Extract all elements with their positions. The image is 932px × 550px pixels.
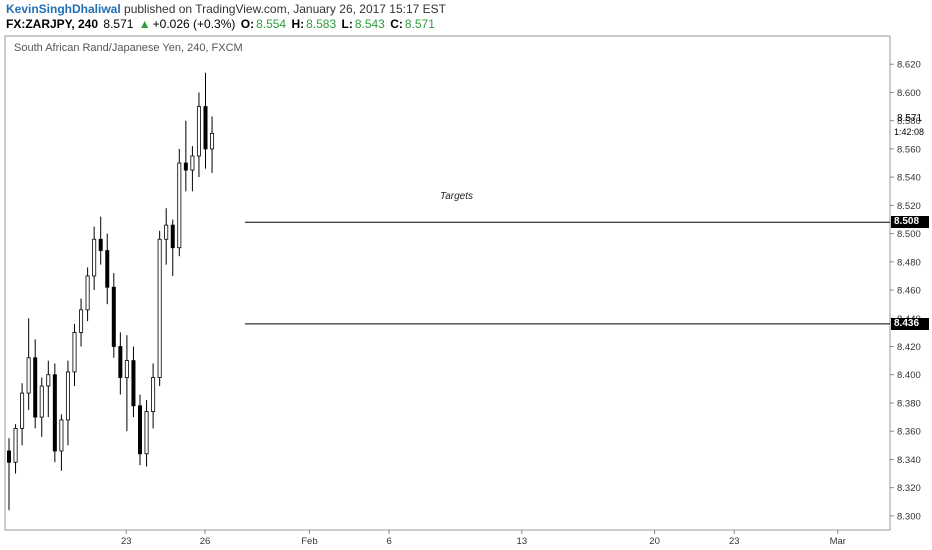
candle-body — [65, 371, 70, 421]
symbol-label: FX:ZARJPY, 240 — [6, 17, 99, 31]
y-tick-label: 8.540 — [897, 173, 921, 184]
y-tick-label: 8.400 — [897, 370, 921, 381]
high-label: H: — [291, 17, 305, 31]
change-value: +0.026 (+0.3%) — [152, 17, 236, 31]
y-tick-label: 8.380 — [897, 398, 921, 409]
candle-body — [39, 385, 44, 418]
targets-annotation: Targets — [440, 191, 473, 202]
candle-body — [92, 238, 97, 277]
y-tick-label: 8.580 — [897, 116, 921, 127]
candle-body — [98, 238, 103, 251]
candle-body — [196, 106, 201, 157]
candle-body — [59, 419, 64, 452]
high-value: 8.583 — [306, 17, 337, 31]
candle-body — [46, 374, 51, 387]
candle-body — [151, 377, 156, 412]
close-label: C: — [390, 17, 403, 31]
x-tick-label: 23 — [121, 536, 132, 547]
candle-body — [33, 357, 38, 418]
y-tick-label: 8.560 — [897, 144, 921, 155]
close-value: 8.571 — [404, 17, 435, 31]
y-tick-label: 8.340 — [897, 455, 921, 466]
x-tick-label: 13 — [517, 536, 528, 547]
ohlc-header: FX:ZARJPY, 240 8.571 ▲ +0.026 (+0.3%) O: 8… — [6, 16, 437, 32]
x-tick-label: Feb — [301, 536, 317, 547]
candle-body — [190, 155, 195, 171]
candle-body — [144, 411, 149, 455]
x-tick-label: 6 — [386, 536, 391, 547]
candle-body — [26, 357, 31, 394]
last-price-tag: 8.571 — [897, 113, 923, 124]
open-value: 8.554 — [256, 17, 287, 31]
low-label: L: — [341, 17, 353, 31]
y-tick-label: 8.420 — [897, 342, 921, 353]
candle-body — [164, 224, 169, 240]
candle-body — [52, 374, 57, 452]
y-tick-label: 8.460 — [897, 286, 921, 297]
last-price: 8.571 — [103, 17, 134, 31]
chart-title: South African Rand/Japanese Yen, 240, FX… — [14, 42, 243, 54]
open-label: O: — [240, 17, 255, 31]
y-tick-label: 8.480 — [897, 257, 921, 268]
publish-info: published on TradingView.com, January 26… — [120, 2, 447, 16]
y-tick-label: 8.320 — [897, 483, 921, 494]
candle-body — [131, 360, 136, 407]
y-tick-label: 8.620 — [897, 60, 921, 71]
plot-frame — [4, 35, 891, 531]
candle-body — [13, 427, 18, 463]
up-arrow-icon: ▲ — [138, 17, 151, 31]
y-tick-label: 8.600 — [897, 88, 921, 99]
y-tick-label: 8.300 — [897, 511, 921, 522]
y-tick-label: 8.500 — [897, 229, 921, 240]
publish-header: KevinSinghDhaliwal published on TradingV… — [6, 1, 446, 17]
candle-body — [118, 346, 123, 378]
candle-body — [72, 331, 77, 373]
candle-body — [170, 224, 175, 249]
candle-body — [79, 309, 84, 333]
candle-body — [183, 162, 188, 171]
candle-body — [210, 132, 215, 150]
candle-body — [111, 286, 116, 347]
candle-body — [157, 238, 162, 378]
x-tick-label: Mar — [830, 536, 846, 547]
target-price-badge: 8.436 — [891, 317, 929, 330]
candle-body — [137, 405, 142, 455]
bar-countdown: 1:42:08 — [894, 127, 925, 137]
target-price-badge: 8.508 — [891, 216, 929, 229]
candle-body — [105, 250, 110, 288]
candle-body — [85, 275, 90, 311]
x-tick-label: 26 — [200, 536, 211, 547]
candle-body — [177, 162, 182, 249]
y-tick-label: 8.520 — [897, 201, 921, 212]
y-tick-label: 8.360 — [897, 427, 921, 438]
candle-body — [203, 106, 208, 150]
candle-body — [20, 392, 25, 429]
candle-body — [124, 360, 129, 378]
x-tick-label: 23 — [729, 536, 740, 547]
candle-body — [7, 450, 12, 463]
low-value: 8.543 — [354, 17, 385, 31]
author-link[interactable]: KevinSinghDhaliwal — [6, 2, 121, 16]
x-tick-label: 20 — [649, 536, 660, 547]
